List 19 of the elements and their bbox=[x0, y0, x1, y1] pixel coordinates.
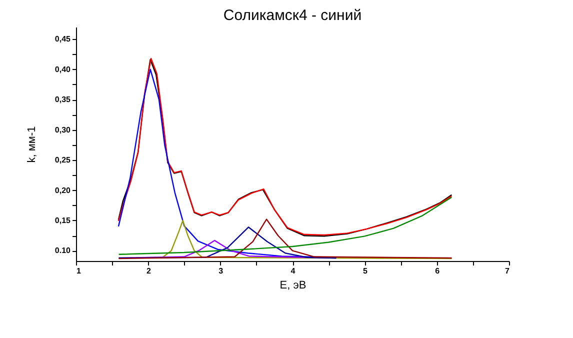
x-tick-label: 4 bbox=[290, 266, 296, 276]
y-tick-label: 0,40 bbox=[54, 64, 72, 74]
y-tick-label: 0,20 bbox=[54, 186, 72, 195]
y-tick-label: 0,30 bbox=[54, 125, 72, 134]
x-tick-label: 1 bbox=[76, 266, 82, 276]
x-tick-label: 2 bbox=[146, 266, 152, 276]
y-tick-label: 0,15 bbox=[54, 216, 72, 225]
y-tick-label: 0,35 bbox=[54, 95, 72, 104]
x-tick-label: 7 bbox=[505, 266, 510, 276]
line-series bbox=[118, 196, 452, 255]
x-tick-label: 6 bbox=[435, 266, 440, 276]
y-axis-title: k, мм-1 bbox=[26, 126, 38, 163]
x-tick-label: 3 bbox=[218, 266, 224, 276]
y-tick-label: 0.10 bbox=[54, 246, 72, 256]
x-axis-title: E, эВ bbox=[280, 280, 306, 292]
y-tick-label: 0,25 bbox=[54, 156, 72, 165]
y-tick-label: 0,45 bbox=[54, 34, 72, 44]
x-tick-label: 5 bbox=[362, 266, 368, 276]
chart-title: Соликамск4 - синий bbox=[223, 7, 362, 24]
